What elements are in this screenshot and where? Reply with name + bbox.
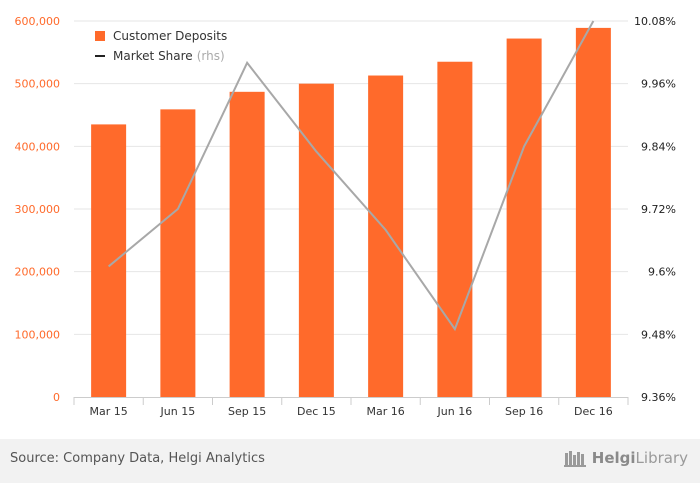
left-tick-label: 0 — [53, 391, 60, 404]
line-series — [107, 20, 595, 332]
chart: 0 100,000 200,000 300,000 400,000 500,000 600,… — [15, 15, 677, 418]
bookshelf-icon — [563, 451, 586, 467]
legend: Customer Deposits Market Share (rhs) — [95, 26, 227, 66]
bar — [368, 75, 404, 398]
x-axis-labels: Mar 15 Jun 15 Sep 15 Dec 15 Mar 16 Jun 16 Sep … — [90, 405, 613, 418]
legend-item-share[interactable]: Market Share (rhs) — [95, 46, 227, 66]
left-tick-label: 100,000 — [15, 328, 61, 341]
left-tick-label: 400,000 — [15, 140, 61, 153]
left-tick-label: 500,000 — [15, 78, 61, 91]
x-tick-label: Sep 16 — [505, 405, 543, 418]
gridlines — [74, 20, 628, 335]
bar — [91, 124, 127, 398]
legend-swatch-deposits — [95, 31, 105, 41]
logo-text: HelgiLibrary — [592, 449, 688, 467]
legend-item-deposits[interactable]: Customer Deposits — [95, 26, 227, 46]
right-tick-label: 9.6% — [648, 266, 676, 279]
right-axis-labels: 9.36% 9.48% 9.6% 9.72% 9.84% 9.96% 10.08% — [634, 15, 676, 404]
market-share-line — [107, 20, 595, 332]
right-tick-label: 9.72% — [641, 203, 676, 216]
left-tick-label: 600,000 — [15, 15, 61, 28]
helgi-library-logo[interactable]: HelgiLibrary — [563, 449, 688, 467]
right-tick-label: 9.96% — [641, 78, 676, 91]
left-tick-label: 300,000 — [15, 203, 61, 216]
x-tick-label: Jun 15 — [160, 405, 196, 418]
left-axis-labels: 0 100,000 200,000 300,000 400,000 500,000 600,… — [15, 15, 61, 404]
legend-label-share: Market Share — [113, 49, 193, 63]
axes — [73, 397, 629, 405]
right-tick-label: 9.36% — [641, 391, 676, 404]
footer: Source: Company Data, Helgi Analytics He… — [0, 439, 700, 483]
bar — [298, 83, 334, 398]
x-tick-label: Mar 15 — [90, 405, 128, 418]
bar — [229, 91, 265, 398]
bar — [437, 61, 473, 397]
logo-text-bold: Helgi — [591, 449, 636, 467]
logo-text-rest: Library — [635, 449, 688, 467]
x-tick-label: Dec 16 — [574, 405, 613, 418]
x-tick-label: Sep 15 — [228, 405, 266, 418]
x-tick-label: Mar 16 — [367, 405, 405, 418]
left-tick-label: 200,000 — [15, 266, 61, 279]
bar — [506, 38, 542, 398]
right-tick-label: 9.48% — [641, 328, 676, 341]
right-tick-label: 9.84% — [641, 140, 676, 153]
x-tick-label: Jun 16 — [437, 405, 473, 418]
bar — [160, 109, 196, 398]
source-note: Source: Company Data, Helgi Analytics — [10, 451, 265, 466]
legend-rhs-note: (rhs) — [196, 49, 225, 63]
bar-series — [91, 27, 611, 398]
bar — [575, 27, 611, 397]
right-tick-label: 10.08% — [634, 15, 676, 28]
legend-label-deposits: Customer Deposits — [113, 29, 228, 43]
legend-swatch-share — [95, 55, 105, 57]
x-tick-label: Dec 15 — [297, 405, 336, 418]
